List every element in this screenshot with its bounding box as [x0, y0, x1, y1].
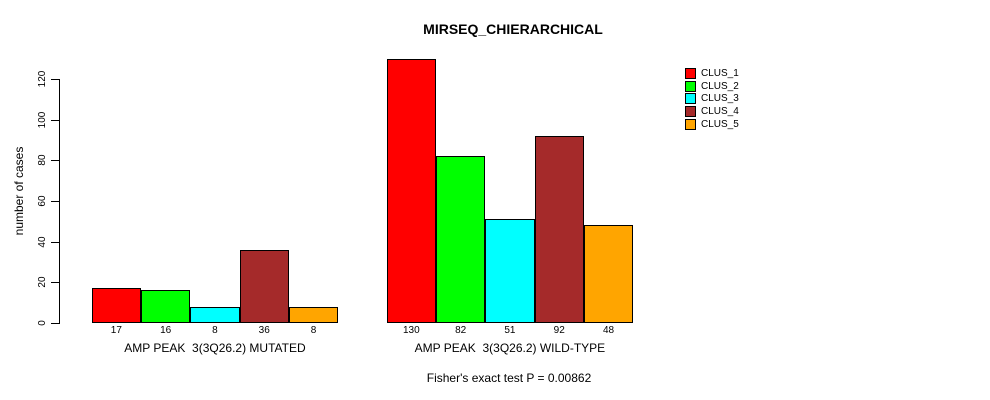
y-axis-tick-label: 0	[37, 320, 48, 326]
legend-label: CLUS_3	[701, 93, 739, 105]
y-axis-tick-label: 60	[37, 195, 48, 207]
y-axis-tick	[51, 201, 59, 202]
group-label: AMP PEAK 3(3Q26.2) WILD-TYPE	[414, 341, 606, 355]
bar-value-label: 8	[212, 325, 218, 336]
bar-clus_1-group2	[386, 58, 436, 323]
y-axis-tick-label: 40	[37, 236, 48, 248]
y-axis-tick	[51, 119, 59, 121]
y-axis-tick-label: 80	[37, 154, 48, 166]
y-axis-tick-label: 100	[37, 111, 48, 128]
bar-value-label: 130	[402, 325, 420, 336]
bar-value-label: 17	[110, 325, 122, 336]
legend-swatch-icon	[685, 68, 696, 79]
bar-value-label: 51	[504, 325, 516, 336]
footer-note: Fisher's exact test P = 0.00862	[426, 371, 592, 385]
y-axis-tick	[51, 79, 59, 80]
bar-value-label: 48	[602, 325, 615, 336]
bar-clus_5-group1	[288, 306, 339, 323]
y-axis-tick	[51, 323, 59, 324]
bar-clus_5-group2	[583, 225, 634, 323]
legend-label: CLUS_2	[701, 80, 739, 92]
y-axis-tick-label: 120	[37, 70, 48, 88]
y-axis-tick	[51, 282, 59, 284]
legend-item-clus_3: CLUS_3	[685, 93, 765, 105]
bar-clus_2-group2	[436, 156, 486, 323]
bar-value-label: 36	[258, 325, 270, 336]
bar-clus_3-group1	[190, 306, 240, 323]
bar-value-label: 92	[553, 325, 565, 336]
group-label: AMP PEAK 3(3Q26.2) MUTATED	[124, 341, 306, 355]
bar-value-label: 16	[160, 325, 172, 336]
legend-label: CLUS_1	[701, 68, 739, 79]
y-axis-tick	[51, 160, 59, 162]
legend-label: CLUS_4	[701, 106, 739, 118]
bar-value-label: 82	[455, 325, 467, 336]
bar-clus_1-group1	[91, 288, 141, 323]
legend-item-clus_5: CLUS_5	[685, 118, 765, 131]
bar-clus_4-group2	[534, 135, 584, 323]
legend-swatch-icon	[685, 93, 696, 105]
y-axis-title: number of cases	[12, 146, 26, 236]
legend-swatch-icon	[685, 118, 696, 130]
y-axis-tick-label: 20	[37, 276, 48, 288]
legend-item-clus_1: CLUS_1	[685, 68, 765, 80]
legend-item-clus_4: CLUS_4	[685, 106, 765, 118]
legend-swatch-icon	[685, 80, 696, 92]
chart-title: MIRSEQ_CHIERARCHICAL	[423, 21, 603, 37]
bar-clus_3-group2	[485, 219, 535, 323]
legend-item-clus_2: CLUS_2	[685, 80, 765, 93]
y-axis-tick	[51, 241, 59, 243]
bar-clus_2-group1	[141, 290, 191, 323]
bar-value-label: 8	[310, 325, 317, 336]
y-axis-line	[59, 79, 60, 324]
bar-clus_4-group1	[239, 249, 289, 323]
legend-swatch-icon	[685, 106, 696, 118]
legend-label: CLUS_5	[701, 118, 739, 130]
